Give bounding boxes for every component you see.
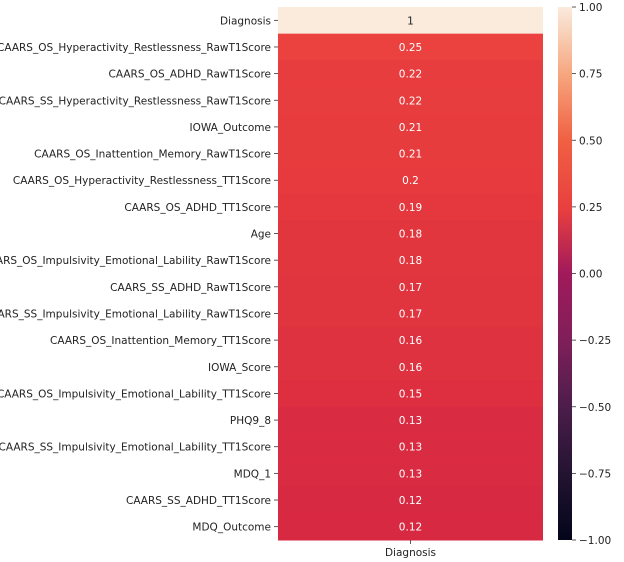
- row-label: CAARS_SS_Hyperactivity_Restlessness_RawT…: [0, 95, 271, 107]
- colorbar-tick-label: 0.75: [579, 69, 602, 81]
- heatmap-cell: [278, 220, 543, 248]
- row-label: CAARS_OS_Inattention_Memory_TT1Score: [50, 335, 271, 347]
- row-label: Diagnosis: [220, 15, 271, 27]
- heatmap-cell: [278, 193, 543, 221]
- heatmap-cell: [278, 33, 543, 61]
- column-label: Diagnosis: [385, 547, 436, 559]
- heatmap-cell: [278, 166, 543, 195]
- colorbar-tick-label: −0.50: [579, 402, 611, 414]
- colorbar-tick-label: −0.25: [579, 335, 611, 347]
- heatmap-cell: [278, 300, 543, 328]
- cell-value-label: 0.22: [399, 69, 422, 81]
- cell-value-label: 0.17: [399, 308, 422, 320]
- cell-value-label: 0.21: [399, 149, 422, 161]
- row-label: PHQ9_8: [230, 415, 271, 427]
- colorbar-gradient: [558, 7, 572, 540]
- heatmap-cell: [278, 273, 543, 301]
- cell-value-label: 1: [407, 15, 414, 27]
- heatmap-cell: [278, 140, 543, 168]
- heatmap-cell: [278, 460, 543, 488]
- cell-value-label: 0.18: [399, 229, 422, 241]
- row-label: CAARS_OS_Inattention_Memory_RawT1Score: [34, 149, 271, 161]
- cell-value-label: 0.2: [402, 175, 419, 187]
- heatmap-cell: [278, 7, 543, 35]
- row-label: CAARS_OS_Impulsivity_Emotional_Lability_…: [0, 388, 271, 400]
- heatmap-cell: [278, 326, 543, 354]
- row-label: CAARS_SS_ADHD_RawT1Score: [110, 282, 271, 294]
- colorbar-tick-label: 0.50: [579, 135, 602, 147]
- colorbar: 1.00 0.75 0.50 0.25 0.00 −0.25 −0.50 −0.75 −1.00: [558, 2, 611, 547]
- cell-value-label: 0.12: [399, 522, 422, 534]
- heatmap-cell: [278, 380, 543, 408]
- cell-value-label: 0.15: [399, 388, 422, 400]
- cell-value-label: 0.13: [399, 442, 422, 454]
- cell-value-label: 0.13: [399, 415, 422, 427]
- cell-value-label: 0.19: [399, 202, 422, 214]
- cell-value-label: 0.12: [399, 495, 422, 507]
- cell-value-label: 0.22: [399, 95, 422, 107]
- row-label: CAARS_OS_ADHD_TT1Score: [124, 202, 271, 214]
- colorbar-tick-label: −0.75: [579, 468, 611, 480]
- heatmap-cell: [278, 60, 543, 88]
- colorbar-tick-label: −1.00: [579, 535, 611, 547]
- row-labels: Diagnosis CAARS_OS_Hyperactivity_Restless…: [0, 15, 278, 534]
- row-label: CAARS_SS_Impulsivity_Emotional_Lability_…: [0, 442, 271, 454]
- cell-value-label: 0.16: [399, 335, 423, 347]
- row-label: Age: [251, 229, 271, 241]
- colorbar-tick-label: 0.00: [579, 269, 602, 281]
- cell-value-label: 0.21: [399, 122, 422, 134]
- heatmap-cell: [278, 406, 543, 434]
- cell-value-label: 0.25: [399, 42, 422, 54]
- cell-value-label: 0.18: [399, 255, 422, 267]
- row-label: CAARS_OS_Hyperactivity_Restlessness_RawT…: [0, 42, 271, 54]
- heatmap-cell: [278, 246, 543, 274]
- cell-value-label: 0.13: [399, 468, 422, 480]
- column-labels: Diagnosis: [385, 540, 436, 559]
- cell-value-label: 0.16: [399, 362, 423, 374]
- row-label: CAARS_OS_ADHD_RawT1Score: [109, 69, 271, 81]
- heatmap-cell: [278, 113, 543, 141]
- row-label: IOWA_Outcome: [189, 122, 271, 134]
- row-label: MDQ_1: [234, 468, 271, 480]
- colorbar-tick-label: 0.25: [579, 202, 602, 214]
- heatmap-cells: 1 0.25 0.22 0.22 0.21 0.21 0.2 0.19 0.18 0.18 0.17…: [278, 7, 543, 541]
- row-label: CAARS_SS_Impulsivity_Emotional_Lability_…: [0, 308, 271, 320]
- row-label: IOWA_Score: [208, 362, 271, 374]
- row-label: CAARS_OS_Impulsivity_Emotional_Lability_…: [0, 255, 271, 267]
- heatmap-cell: [278, 433, 543, 461]
- row-label: MDQ_Outcome: [192, 522, 271, 534]
- row-label: CAARS_SS_ADHD_TT1Score: [126, 495, 271, 507]
- cell-value-label: 0.17: [399, 282, 422, 294]
- row-label: CAARS_OS_Hyperactivity_Restlessness_TT1S…: [13, 175, 271, 187]
- heatmap-cell: [278, 353, 543, 381]
- heatmap-cell: [278, 513, 543, 541]
- colorbar-tick-label: 1.00: [579, 2, 602, 14]
- heatmap-cell: [278, 86, 543, 115]
- heatmap-cell: [278, 486, 543, 514]
